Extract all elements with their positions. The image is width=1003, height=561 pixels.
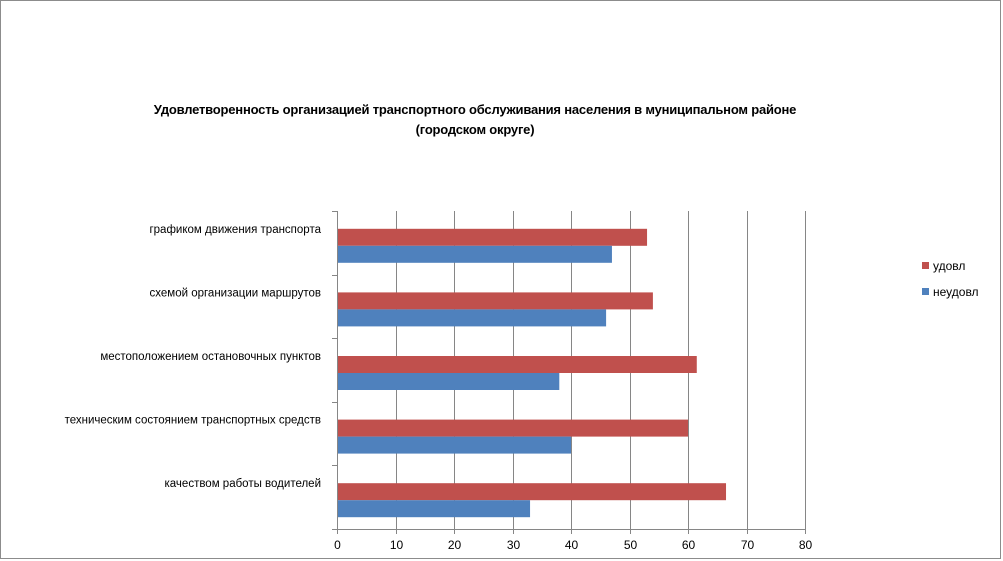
bar-удовл-2 [338, 292, 653, 310]
category-label: техническим состоянием транспортных сред… [65, 415, 321, 427]
x-tick-label: 30 [507, 538, 521, 552]
bar-удовл-5 [338, 483, 727, 501]
x-tick-label: 20 [448, 538, 462, 552]
x-tick-label: 60 [682, 538, 696, 552]
chart-title-line-1: Удовлетворенность организацией транспорт… [153, 102, 797, 117]
x-tick-label: 80 [799, 538, 813, 552]
legend-swatch-удовл [922, 262, 929, 269]
bar-удовл-4 [338, 419, 688, 437]
bar-неудовл-2 [338, 309, 607, 327]
bar-неудовл-3 [338, 373, 560, 390]
bar-удовл-1 [338, 228, 648, 246]
category-label: качеством работы водителей [165, 478, 322, 490]
chart-title-line-2: (городском округе) [415, 122, 535, 137]
category-label: графиком движения транспорта [149, 224, 321, 236]
bar-удовл-3 [338, 356, 697, 373]
x-tick-label: 70 [741, 538, 755, 552]
category-label: местоположением остановочных пунктов [100, 351, 321, 363]
x-tick-label: 10 [390, 538, 404, 552]
legend-label-удовл: удовл [933, 259, 965, 273]
x-tick-label: 50 [624, 538, 638, 552]
x-tick-label: 40 [565, 538, 579, 552]
chart-title: Удовлетворенность организацией транспорт… [95, 100, 855, 140]
bar-неудовл-5 [338, 500, 531, 518]
x-tick-label: 0 [334, 538, 341, 552]
bar-неудовл-4 [338, 436, 571, 454]
legend-label-неудовл: неудовл [933, 285, 979, 299]
legend-swatch-неудовл [922, 288, 929, 295]
bar-неудовл-1 [338, 245, 612, 263]
category-label: схемой организации маршрутов [150, 287, 321, 299]
